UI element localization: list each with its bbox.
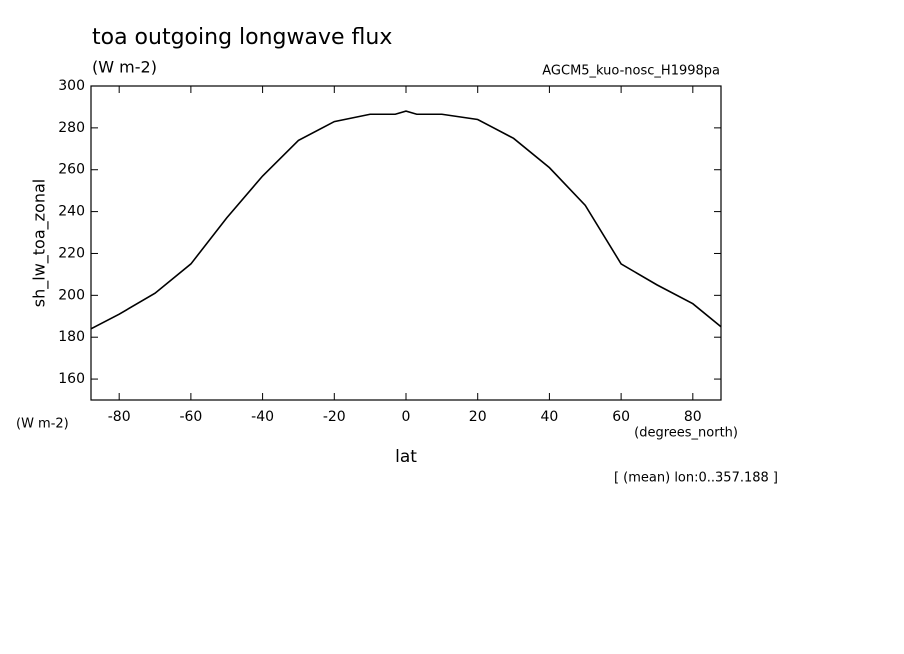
y-tick-label: 200 [58,287,85,303]
x-tick-label: 40 [540,409,558,425]
x-tick-label: 0 [402,409,411,425]
chart-title: toa outgoing longwave flux [92,25,392,50]
x-tick-label: -80 [108,409,131,425]
y-tick-label: 240 [58,204,85,220]
y-axis-units: (W m-2) [16,417,69,432]
y-tick-label: 160 [58,371,85,387]
y-axis-label: sh_lw_toa_zonal [30,179,50,307]
x-tick-label: 20 [469,409,487,425]
x-tick-label: 80 [684,409,702,425]
annotation: [ (mean) lon:0..357.188 ] [614,471,778,486]
x-axis-units: (degrees_north) [634,426,738,441]
x-axis-label: lat [395,447,417,467]
x-tick-label: -60 [179,409,202,425]
chart-subtitle: (W m-2) [92,58,157,77]
x-tick-label: -20 [323,409,346,425]
x-tick-label: -40 [251,409,274,425]
y-tick-label: 220 [58,245,85,261]
y-tick-label: 180 [58,329,85,345]
dataset-label: AGCM5_kuo-nosc_H1998pa [542,64,720,79]
y-tick-label: 260 [58,162,85,178]
data-line [90,110,722,330]
y-tick-label: 300 [58,78,85,94]
x-tick-label: 60 [612,409,630,425]
y-tick-label: 280 [58,120,85,136]
